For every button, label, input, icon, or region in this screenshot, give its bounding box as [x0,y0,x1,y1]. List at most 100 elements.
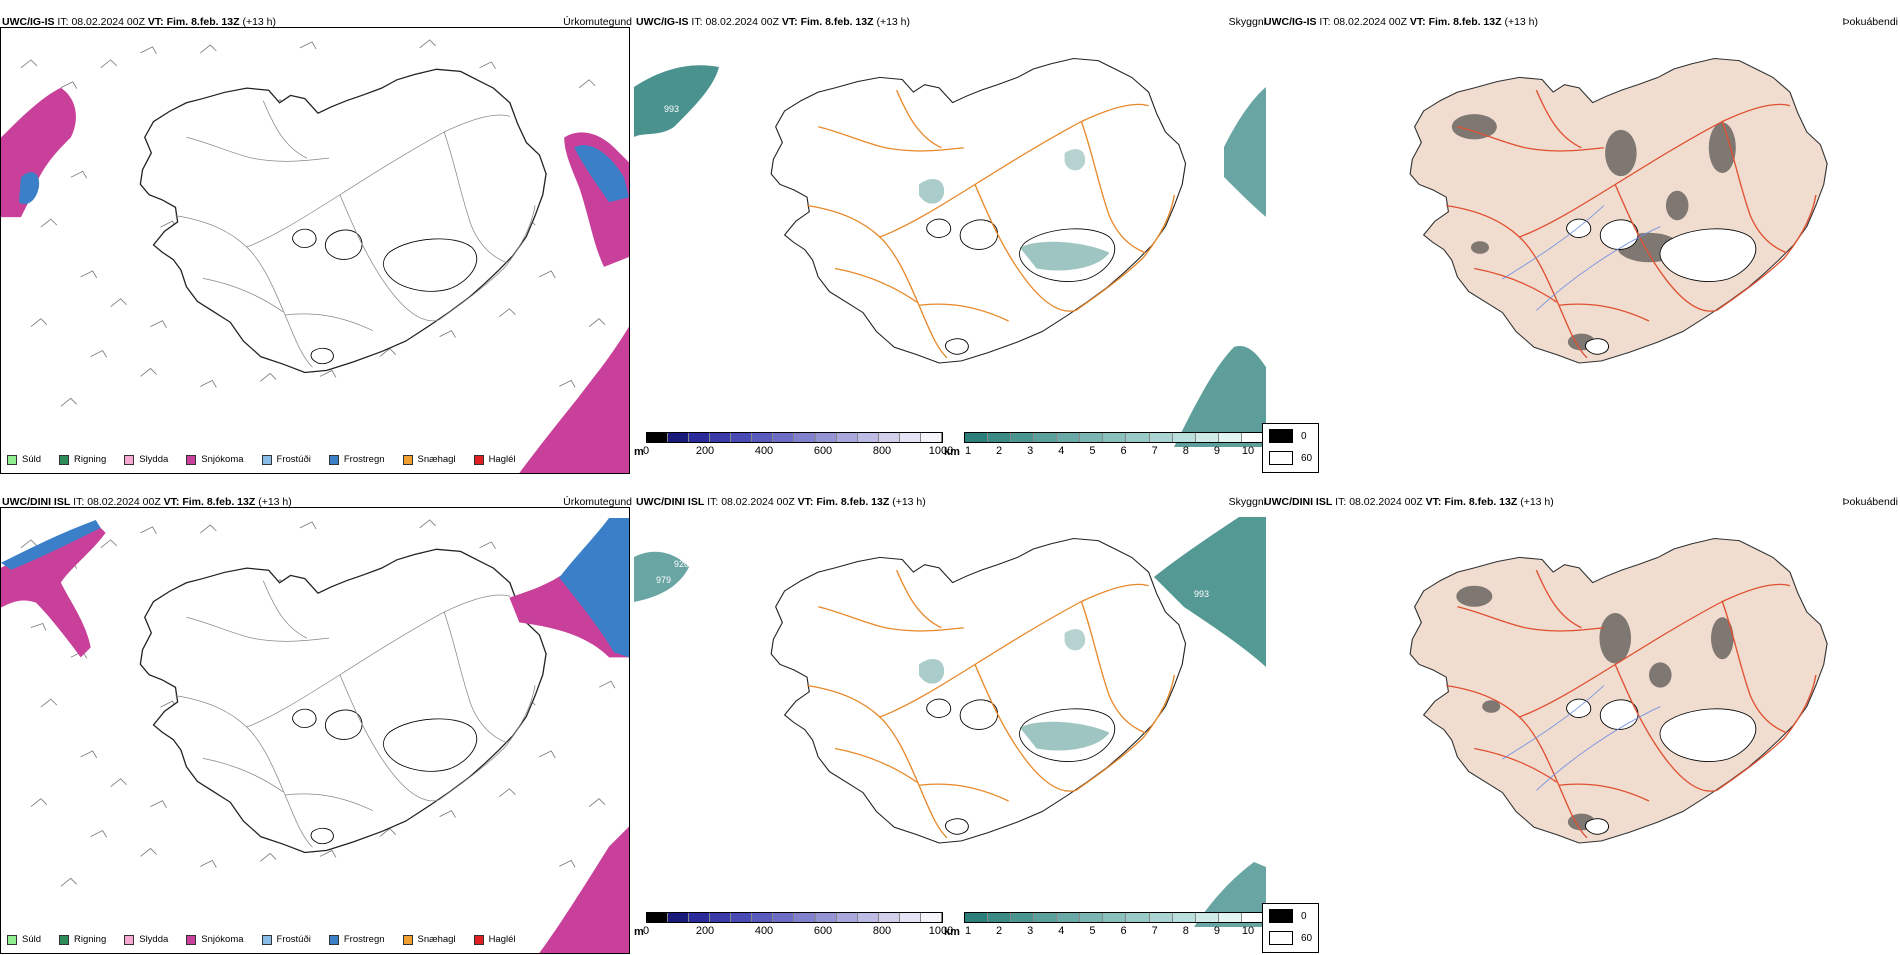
legend-item: 0 [1269,909,1307,923]
colorbar-unit: m [634,446,644,458]
snow-area [519,326,629,473]
fog-area [1482,700,1501,713]
legend-label: 0 [1301,910,1307,922]
colorbar-swatch [815,913,837,922]
glacier-outline [1584,338,1610,355]
pressure-label: 993 [1194,589,1209,599]
colorbar-swatch [878,433,900,442]
model-name: UWC/IG-IS [1264,16,1317,28]
low-visibility-area [919,659,945,684]
valid-time: Fim. 8.feb. 13Z [1428,16,1502,28]
legend-label: Súld [22,454,42,465]
init-time-label: IT: [73,496,85,508]
low-visibility-area [1154,517,1266,667]
colorbar-swatches [646,432,943,443]
legend-item: Súld [7,934,41,945]
colorbar-swatch [1011,433,1035,442]
colorbar-swatches [964,432,1266,443]
lead-time: (+13 h) [242,16,277,28]
colorbar-tick: 10 [1241,925,1255,937]
legend-item: 0 [1269,429,1307,443]
legend-swatch [328,454,339,465]
colorbar-tick: 5 [1089,445,1096,457]
colorbar-tick: 200 [695,925,715,937]
iceland-coastline [1409,57,1828,364]
fog-index-panel: UWC/IG-IS IT: 08.02.2024 00Z VT: Fim. 8.… [1262,10,1898,475]
init-time-label: IT: [707,496,719,508]
legend-item: Súld [7,454,41,465]
colorbar-swatch [815,433,837,442]
init-time: 08.02.2024 00Z [87,496,161,508]
legend-swatch [59,934,70,945]
legend-item: Snæhagl [402,454,456,465]
colorbar-swatch [752,433,774,442]
legend-label: Rigning [74,934,107,945]
legend-label: Snjókoma [201,934,244,945]
legend-item: Frostregn [328,934,385,945]
visibility-map: 993 [634,27,1266,447]
valid-time-label: VT: [1425,496,1442,508]
colorbar-swatch [794,913,816,922]
legend-label: Frostregn [343,934,385,945]
visibility-panel: UWC/IG-IS IT: 08.02.2024 00Z VT: Fim. 8.… [634,10,1266,475]
precip-type-panel: UWC/DINI ISL IT: 08.02.2024 00Z VT: Fim.… [0,490,632,955]
precip-type-legend: Súld Rigning Slydda Snjókoma Frostúði Frostre… [7,934,534,945]
legend-swatch [473,454,484,465]
colorbar-swatch [647,913,669,922]
river-network [1502,685,1661,791]
colorbar-swatch [1034,913,1058,922]
colorbar-swatch [668,433,690,442]
valid-time-label: VT: [797,496,814,508]
elevation-colorbar: m 0 200 400 600 800 1000 [634,432,953,460]
visibility-colorbar: km 1 2 3 4 5 6 7 8 9 10 [944,912,1266,940]
colorbar-swatch [710,913,732,922]
freezing-rain-area [1,519,101,570]
legend-label: Haglél [488,934,516,945]
colorbar-swatch [1172,433,1196,442]
model-name: UWC/DINI ISL [2,496,71,508]
elevation-colorbar: m 0 200 400 600 800 1000 [634,912,953,940]
init-time: 08.02.2024 00Z [1349,496,1423,508]
iceland-coastline [139,68,547,374]
colorbar-swatch [857,913,879,922]
valid-time: Fim. 8.feb. 13Z [182,496,256,508]
fog-area [1665,190,1689,221]
legend-label: Slydda [139,934,169,945]
legend-label: Frostregn [343,454,385,465]
colorbar-tick: 1 [964,925,972,937]
fog-index-legend: 0 60 [1262,903,1319,953]
colorbar-swatch [752,913,774,922]
colorbar-tick: 7 [1151,445,1158,457]
parameter-name: Þokuábendi [1842,16,1898,28]
visibility-panel: UWC/DINI ISL IT: 08.02.2024 00Z VT: Fim.… [634,490,1266,955]
colorbar-swatch [857,433,879,442]
valid-time-label: VT: [147,16,164,28]
colorbar-swatch [988,913,1012,922]
pressure-label: 993 [664,104,679,114]
legend-item: Haglél [473,934,516,945]
legend-swatch [7,454,17,465]
lead-time: (+13 h) [892,496,926,508]
colorbar-tick: 2 [996,925,1003,937]
colorbar-swatch [899,433,921,442]
legend-swatch [261,934,272,945]
legend-item: Rigning [59,454,106,465]
legend-label: Snæhagl [417,454,456,465]
colorbar-swatch [920,913,942,922]
colorbar-tick: 0 [642,445,650,457]
init-time: 08.02.2024 00Z [71,16,145,28]
legend-label: Rigning [74,454,107,465]
legend-item: Snjókoma [186,934,244,945]
colorbar-tick: 8 [1182,445,1189,457]
legend-label: 0 [1301,430,1307,442]
iceland-coastline [139,548,547,854]
colorbar-tick: 400 [754,445,774,457]
legend-item: 60 [1269,451,1312,465]
legend-item: Rigning [59,934,106,945]
lead-time: (+13 h) [1520,496,1554,508]
colorbar-tick: 9 [1213,445,1220,457]
colorbar-swatch [1103,913,1127,922]
snow-area [1,87,76,218]
fog-index-map [1262,27,1898,447]
colorbar-tick: 200 [695,445,715,457]
